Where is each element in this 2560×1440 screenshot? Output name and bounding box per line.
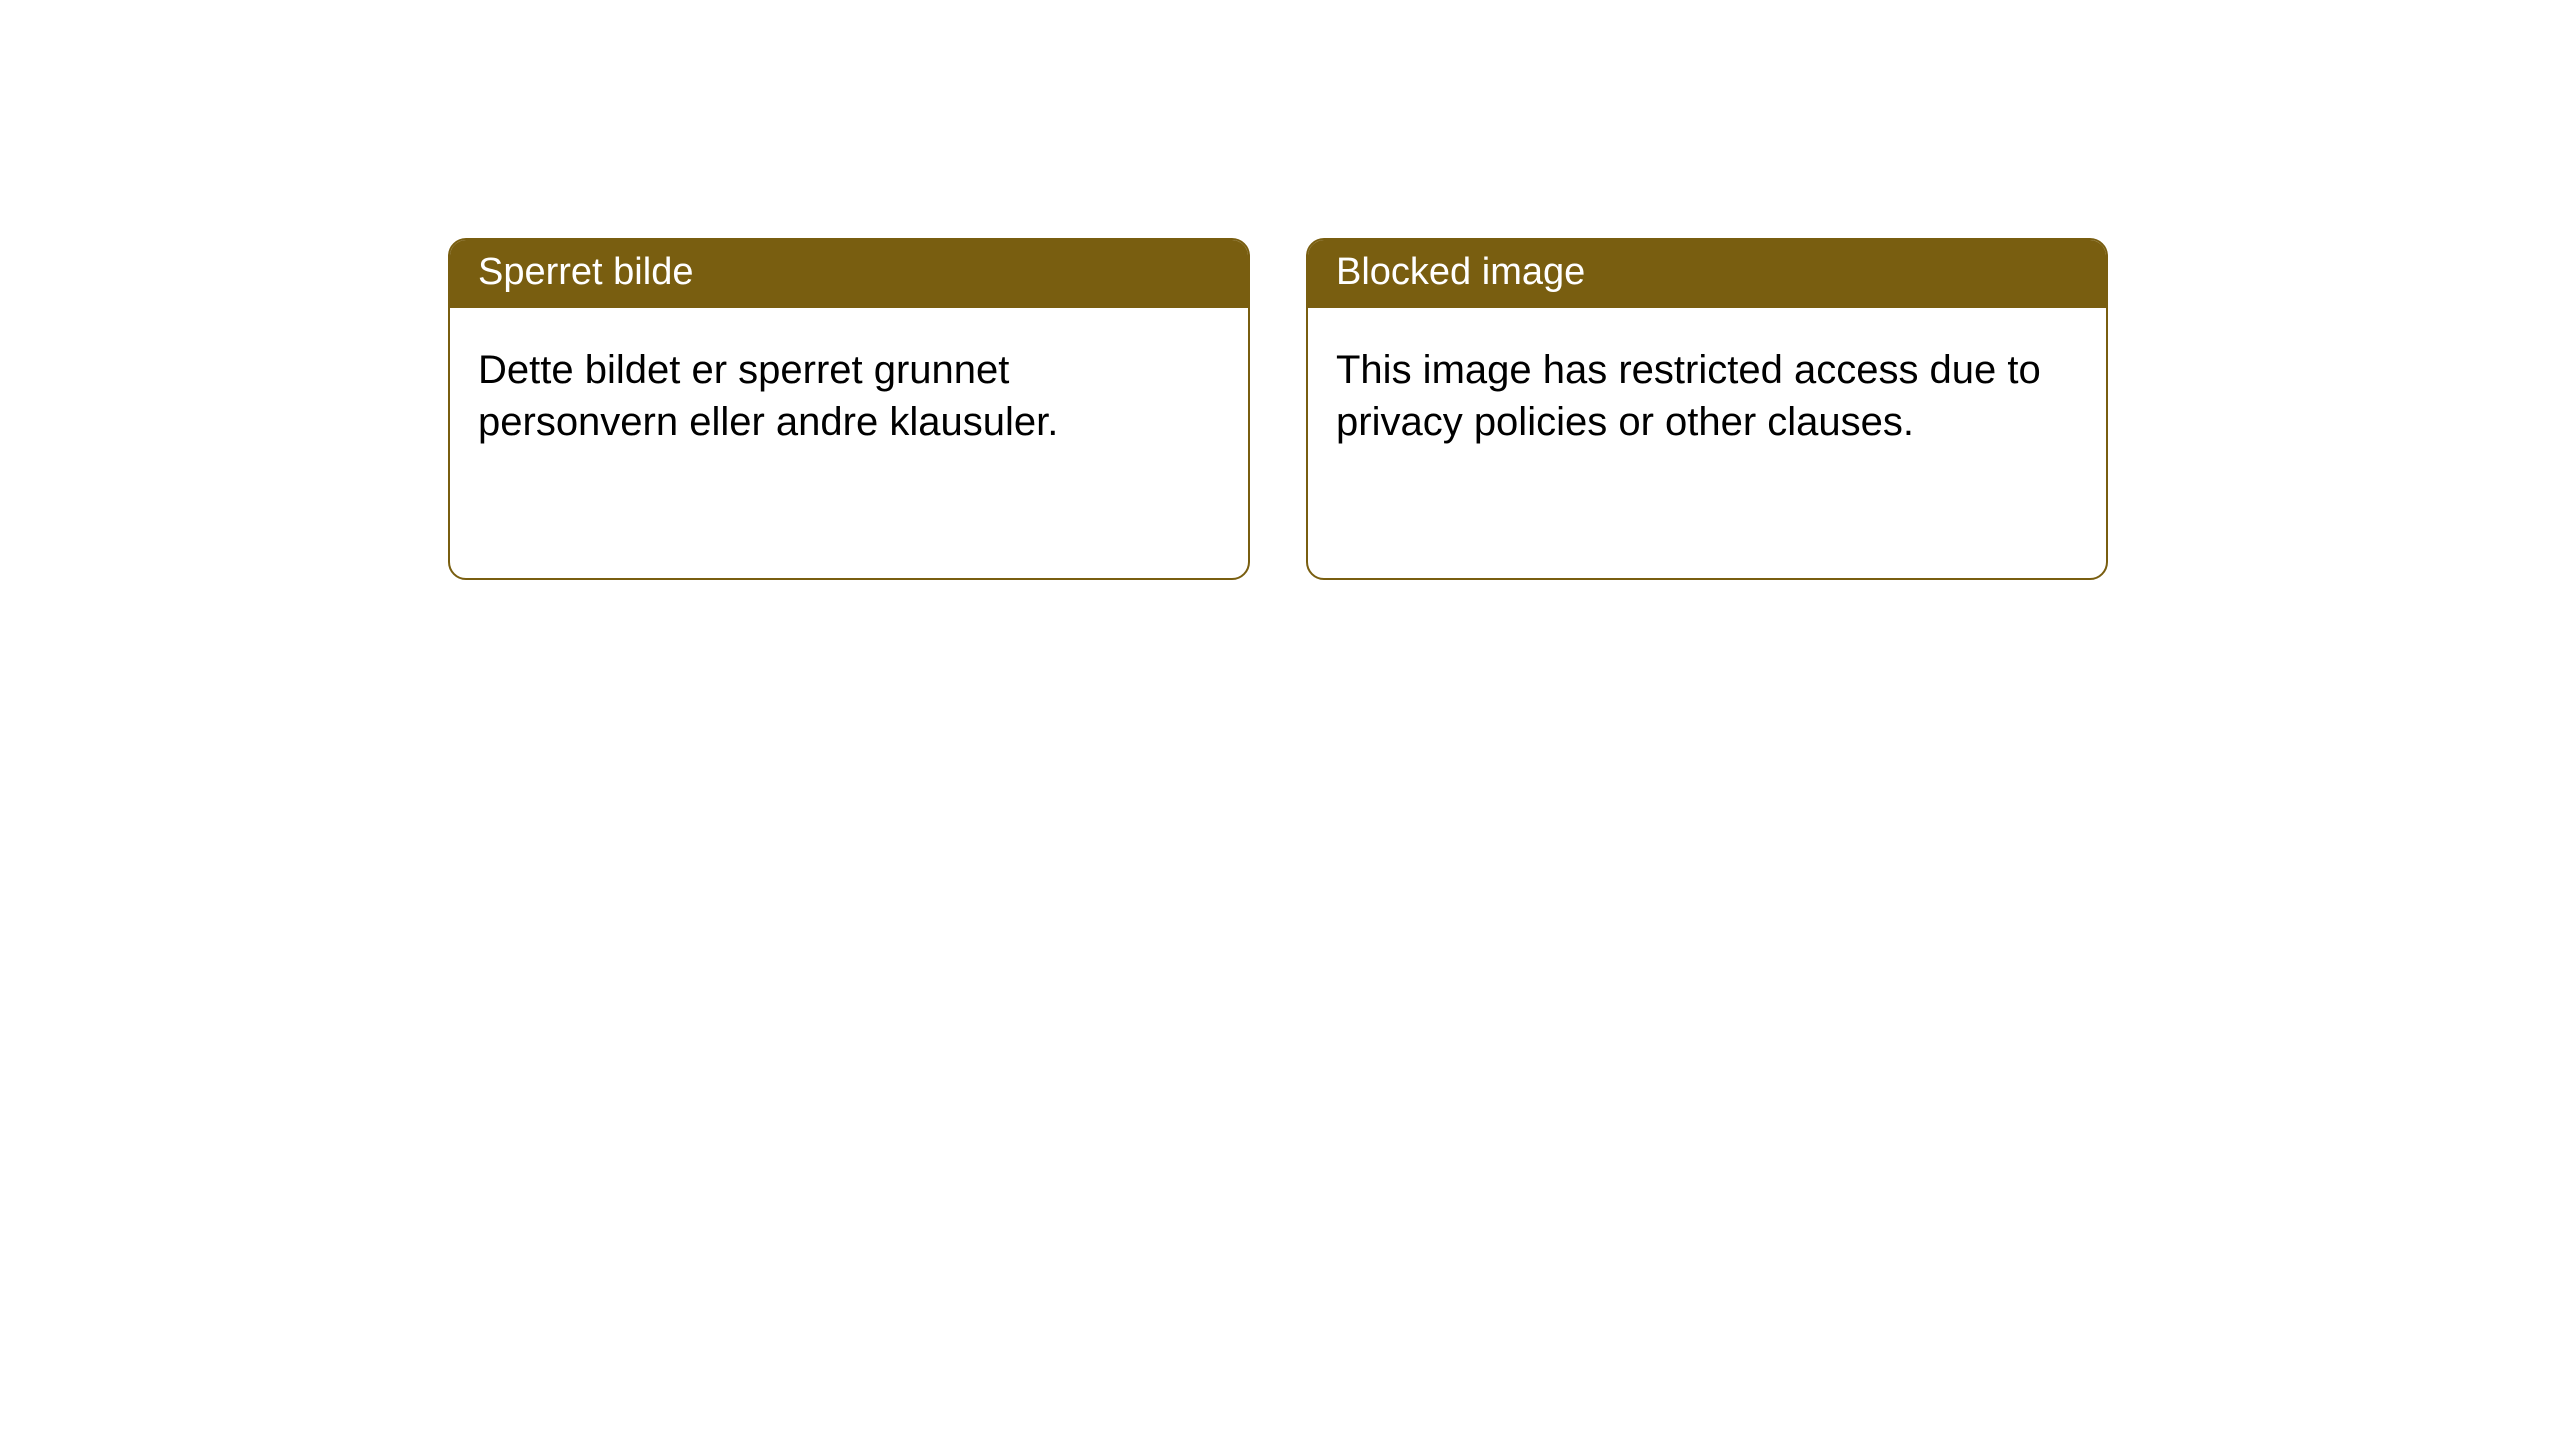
- notice-header: Sperret bilde: [450, 240, 1248, 308]
- notices-row: Sperret bilde Dette bildet er sperret gr…: [0, 0, 2560, 580]
- notice-body: This image has restricted access due to …: [1308, 308, 2106, 578]
- notice-box-no: Sperret bilde Dette bildet er sperret gr…: [448, 238, 1250, 580]
- notice-box-en: Blocked image This image has restricted …: [1306, 238, 2108, 580]
- notice-body: Dette bildet er sperret grunnet personve…: [450, 308, 1248, 578]
- notice-header: Blocked image: [1308, 240, 2106, 308]
